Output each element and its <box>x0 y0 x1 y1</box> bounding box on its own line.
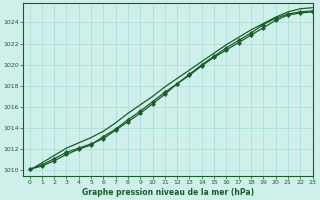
X-axis label: Graphe pression niveau de la mer (hPa): Graphe pression niveau de la mer (hPa) <box>82 188 254 197</box>
